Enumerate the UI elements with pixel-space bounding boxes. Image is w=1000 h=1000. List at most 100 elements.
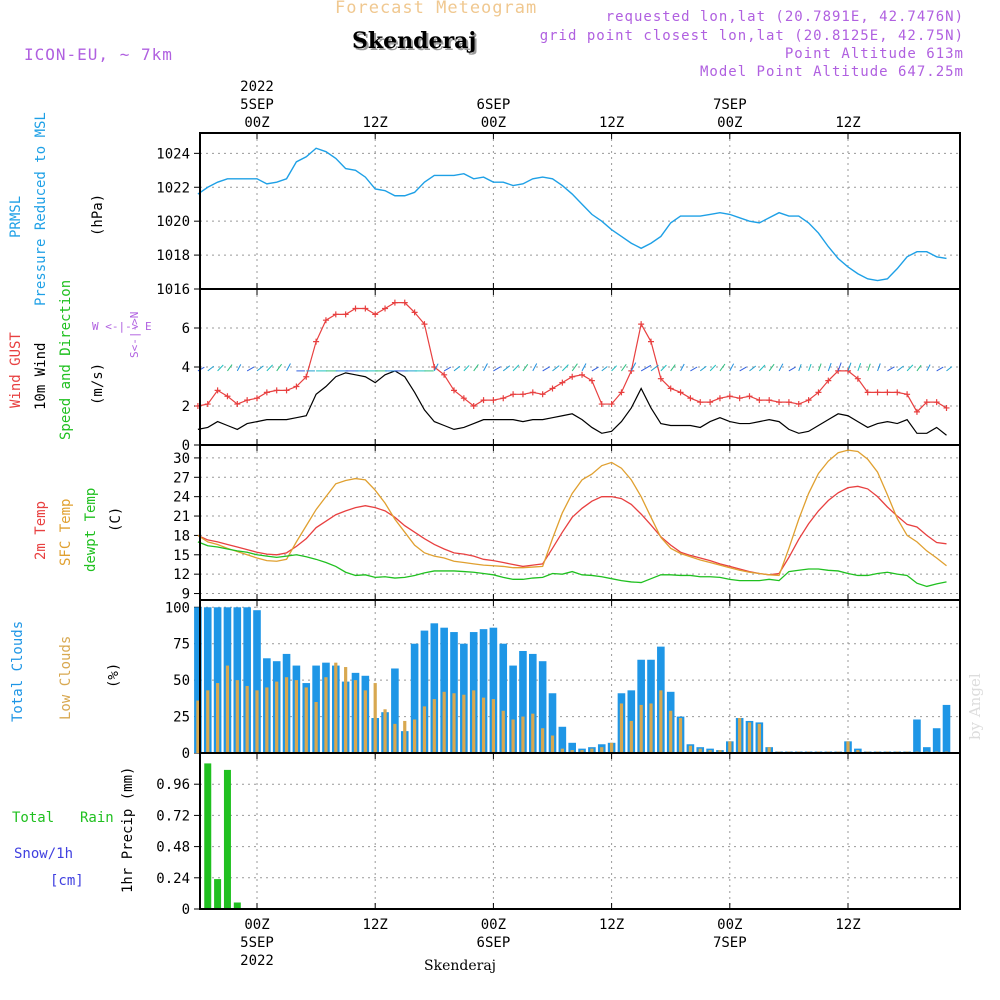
low-cloud-bar (619, 703, 624, 753)
wind-direction-arrow (286, 363, 291, 372)
gust-point (854, 375, 861, 382)
wind-direction-arrow (207, 365, 215, 372)
top-year-label: 2022 (240, 79, 274, 95)
low-cloud-bar (580, 750, 584, 753)
wind-direction-arrow (709, 364, 717, 372)
low-cloud-bar (314, 702, 318, 753)
point-altitude: Point Altitude 613m (784, 46, 964, 62)
gust-point (382, 305, 389, 312)
wind-direction-arrow (758, 364, 766, 372)
bottom-time-label: 00Z (481, 917, 506, 933)
gust-point (510, 391, 517, 398)
bottom-date-label: 7SEP (713, 935, 747, 951)
gust-point (677, 389, 684, 396)
precip-total-label: Total (12, 810, 55, 826)
gust-point (667, 385, 674, 392)
low-cloud-bar (344, 667, 348, 753)
low-cloud-bar (600, 747, 604, 753)
wind-direction-arrow (512, 364, 520, 372)
wind-direction-arrow (532, 363, 538, 372)
gust-point (943, 404, 950, 411)
gust-point (825, 377, 832, 384)
bottom-time-label: 00Z (717, 917, 742, 933)
low-cloud-bar (767, 747, 771, 753)
wind-direction-arrow (443, 366, 452, 372)
total-cloud-bar (233, 607, 242, 753)
low-cloud-bar (501, 710, 505, 753)
y-tick-label: 75 (173, 637, 190, 653)
gust-point (923, 399, 930, 406)
y-tick-label: 4 (182, 360, 190, 376)
temp-2m-line (197, 485, 947, 576)
total-cloud-bar (529, 653, 537, 753)
low-cloud-bar (669, 710, 673, 753)
wind-direction-arrow (798, 364, 802, 372)
total-cloud-bar (450, 632, 458, 753)
gust-point (490, 397, 497, 404)
gust-point (500, 395, 507, 402)
gust-point (756, 397, 763, 404)
y-tick-label: 2 (182, 399, 190, 415)
y-tick-label: 12 (173, 567, 190, 583)
temp-sfc-line (197, 449, 947, 577)
gust-point (588, 377, 595, 384)
y-tick-label: 0 (182, 746, 190, 762)
bottom-date-label: 5SEP (240, 935, 274, 951)
wind-direction-arrow (768, 363, 775, 372)
gust-point (884, 389, 891, 396)
gust-point (638, 321, 645, 328)
wind-direction-arrow (227, 364, 233, 372)
temp-dew-line (197, 541, 947, 588)
gust-point (894, 389, 901, 396)
low-cloud-bar (393, 723, 397, 753)
y-tick-label: 0 (182, 438, 190, 454)
total-cloud-bar (430, 623, 439, 753)
gust-point (904, 391, 911, 398)
gust-point (451, 387, 457, 394)
total-cloud-bar (499, 643, 508, 753)
low-cloud-bar (688, 745, 692, 753)
gust-point (421, 321, 428, 328)
top-time-label: 12Z (599, 115, 624, 131)
gust-point (519, 391, 526, 398)
y-tick-label: 1022 (156, 180, 190, 196)
wind-direction-arrow (827, 362, 832, 372)
low-cloud-bar (846, 741, 850, 753)
wind-direction-arrow (690, 366, 698, 372)
gust-point (293, 383, 300, 390)
wind-direction-arrow (896, 365, 904, 372)
wind-direction-arrow (660, 364, 667, 372)
y-tick-label: 0.24 (156, 871, 190, 887)
gust-point (618, 389, 625, 396)
gust-point (214, 387, 221, 394)
wind-direction-arrow (621, 364, 627, 372)
gust-point (913, 408, 920, 415)
wind-direction-arrow (877, 363, 881, 372)
low-cloud-bar (294, 680, 298, 753)
model-altitude: Model Point Altitude 647.25m (699, 64, 964, 80)
total-cloud-bar (213, 607, 222, 753)
wind-direction-arrow (276, 363, 283, 372)
y-tick-label: 24 (173, 490, 190, 506)
y-tick-label: 1016 (156, 282, 190, 298)
low-cloud-bar (383, 709, 387, 753)
low-cloud-bar (304, 687, 308, 753)
wind-direction-arrow (699, 365, 707, 372)
low-cloud-bar (373, 683, 377, 753)
low-cloud-bar (649, 703, 653, 753)
wind-direction-arrow (670, 364, 676, 372)
location-title: Skenderaj (352, 28, 477, 54)
wind-direction-arrow (916, 364, 922, 372)
bottom-date-label: 6SEP (477, 935, 511, 951)
low-cloud-bar (541, 728, 545, 753)
total-cloud-bar (194, 607, 202, 753)
wind-direction-arrow (197, 366, 205, 372)
low-cloud-bar (856, 750, 860, 753)
gust-line (197, 302, 947, 413)
y-tick-label: 1018 (156, 248, 190, 264)
low-cloud-bar (708, 750, 712, 753)
gust-point (608, 401, 615, 408)
gust-point (707, 399, 714, 406)
low-cloud-bar (206, 690, 210, 753)
low-cloud-bar (481, 697, 486, 753)
